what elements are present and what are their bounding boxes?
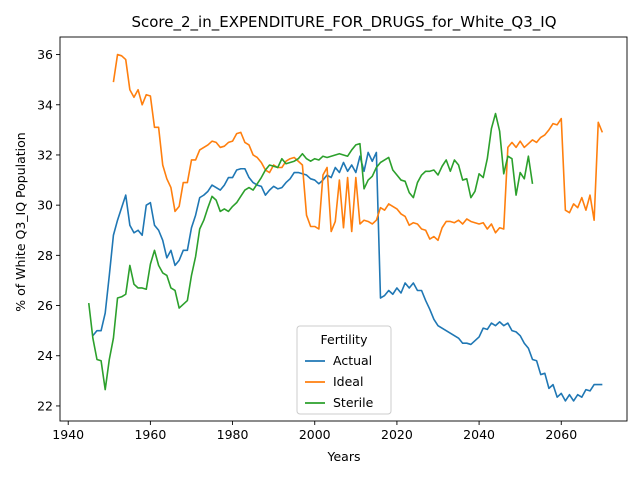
y-tick-label: 36 [37,47,53,62]
y-axis-label: % of White Q3_IQ Population [13,132,28,311]
legend-title: Fertility [321,332,369,347]
series-line-actual [92,151,603,402]
plot-frame [59,36,628,422]
legend-label-ideal: Ideal [333,374,363,389]
y-tick-label: 34 [37,97,53,112]
y-tick-label: 22 [37,398,53,413]
x-tick-label: 2020 [381,427,413,442]
x-axis-label: Years [327,449,361,464]
legend: Fertility Actual Ideal Sterile [296,325,392,415]
x-tick-label: 2000 [299,427,331,442]
legend-label-actual: Actual [333,353,372,368]
chart-title: Score_2_in_EXPENDITURE_FOR_DRUGS_for_Whi… [131,13,556,32]
legend-box [296,325,392,415]
axes-layer: 1940 1960 1980 2000 2020 2040 2060 22 24 26 28 30 32… [37,36,628,442]
x-tick-label: 2040 [463,427,495,442]
y-tick-label: 26 [37,298,53,313]
series-line-sterile [87,112,534,391]
x-tick-label: 1980 [217,427,249,442]
legend-label-sterile: Sterile [333,395,374,410]
x-tick-label: 2060 [545,427,577,442]
y-tick-label: 32 [37,147,53,162]
series-layer [87,53,604,402]
x-tick-label: 1960 [134,427,166,442]
y-tick-label: 30 [37,198,53,213]
x-tick-label: 1940 [52,427,84,442]
series-line-ideal [112,53,604,242]
y-tick-label: 24 [37,348,53,363]
y-tick-label: 28 [37,248,53,263]
